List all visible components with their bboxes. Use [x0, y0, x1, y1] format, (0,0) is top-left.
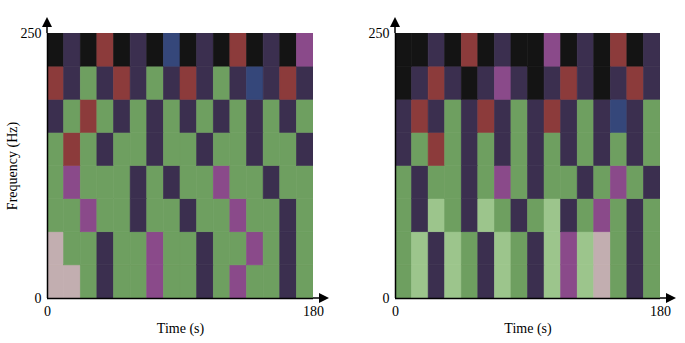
- svg-text:250: 250: [21, 26, 42, 41]
- svg-text:250: 250: [369, 26, 390, 41]
- svg-text:180: 180: [303, 304, 324, 319]
- svg-text:Time (s): Time (s): [504, 321, 552, 337]
- svg-text:0: 0: [44, 304, 51, 319]
- svg-text:0: 0: [392, 304, 399, 319]
- svg-text:180: 180: [650, 304, 671, 319]
- svg-text:0: 0: [35, 291, 42, 306]
- svg-text:Time (s): Time (s): [157, 321, 205, 337]
- svg-text:0: 0: [383, 291, 390, 306]
- svg-text:Frequency (Hz): Frequency (Hz): [5, 122, 21, 211]
